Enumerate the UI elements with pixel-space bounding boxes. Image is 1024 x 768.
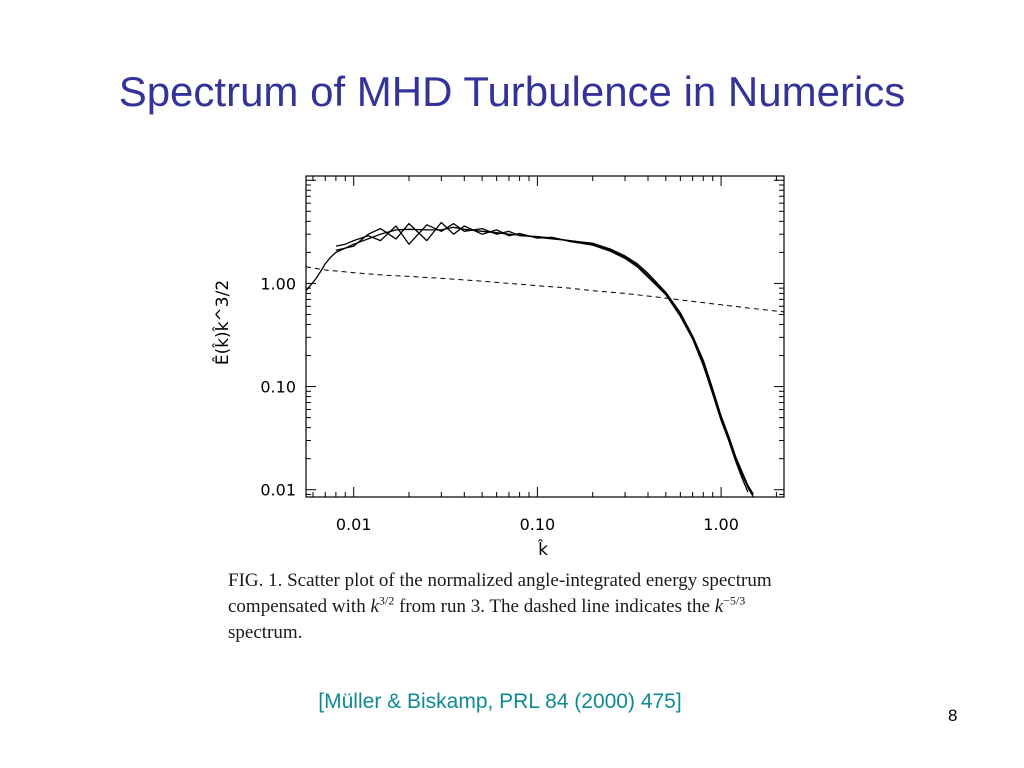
x-tick-label: 1.00 (703, 515, 739, 534)
y-axis-label: Ê(k̂)k̂^3/2 (211, 280, 233, 365)
series-group (306, 221, 784, 497)
series-line-1 (306, 226, 754, 497)
y-tick-label: 1.00 (260, 274, 296, 293)
caption-text-3: spectrum. (228, 622, 303, 643)
series-line-2 (335, 222, 754, 495)
caption-text-2: from run 3. The dashed line indicates th… (394, 596, 715, 617)
ticks-layer (306, 176, 784, 497)
x-tick-label: 0.01 (336, 515, 372, 534)
caption-math-k: k (370, 596, 379, 617)
slide-number: 8 (948, 706, 958, 725)
citation: [Müller & Biskamp, PRL 84 (2000) 475] (318, 690, 682, 713)
spectrum-chart: 0.01 0.10 1.00 0.01 0.10 1.00 k̂ Ê(k̂)k̂^3/2 (211, 175, 785, 560)
x-tick-label: 0.10 (520, 515, 556, 534)
caption-math-k2: k (714, 596, 724, 617)
y-tick-label: 0.01 (260, 481, 296, 500)
caption-text-1: FIG. 1. Scatter plot of the normalized a… (228, 570, 772, 617)
series-dashed-k-5-3 (306, 266, 784, 313)
y-tick-label: 0.10 (260, 378, 296, 397)
caption-math-exponent2: −5/3 (723, 593, 746, 608)
x-axis-label: k̂ (538, 539, 548, 560)
figure-caption: FIG. 1. Scatter plot of the normalized a… (228, 568, 798, 646)
plot-frame (305, 175, 785, 498)
plot-area (305, 175, 785, 498)
caption-math-exponent: 3/2 (378, 593, 395, 608)
slide-title: Spectrum of MHD Turbulence in Numerics (118, 68, 906, 115)
labels-layer: 0.01 0.10 1.00 0.01 0.10 1.00 k̂ Ê(k̂)k̂^3/2 (211, 274, 739, 560)
series-line-3 (335, 221, 749, 493)
